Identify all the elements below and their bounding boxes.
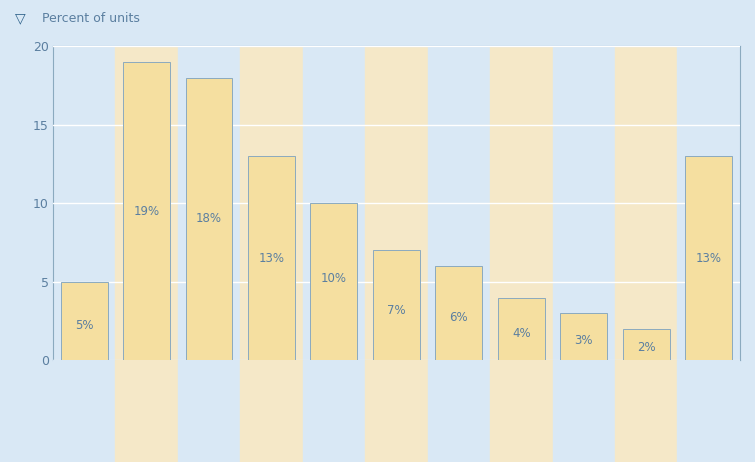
Bar [373,250,420,360]
Bar [686,156,732,360]
Bar [365,360,427,462]
Bar [186,78,233,360]
Bar [240,46,303,360]
Text: ▽: ▽ [15,12,26,25]
Text: 18%: 18% [196,213,222,225]
Text: 3%: 3% [575,334,593,347]
Bar [427,360,490,462]
Bar [303,46,365,360]
Text: Percent of units: Percent of units [42,12,140,24]
Bar [60,282,107,360]
Bar [240,360,303,462]
Text: 6%: 6% [449,311,468,324]
Bar [53,360,116,462]
Text: 5%: 5% [75,318,94,332]
Bar [116,360,177,462]
Bar [498,298,544,360]
Bar [615,360,677,462]
Bar [623,329,670,360]
Bar [436,266,482,360]
Bar [560,313,607,360]
Bar [248,156,295,360]
Bar [490,360,553,462]
Bar [177,46,240,360]
Text: 10%: 10% [321,272,347,285]
Bar [116,46,177,360]
Bar [427,46,490,360]
Bar [310,203,357,360]
X-axis label: Income (in thousands): Income (in thousands) [326,396,467,409]
Bar [123,62,170,360]
Bar [615,46,677,360]
Bar [177,360,240,462]
Text: 4%: 4% [512,328,531,340]
Text: 19%: 19% [134,205,159,218]
Bar [365,46,427,360]
Text: 13%: 13% [695,252,722,265]
Bar [303,360,365,462]
Bar [490,46,553,360]
Bar [677,46,740,360]
Text: 2%: 2% [637,340,655,354]
Bar [677,360,740,462]
Text: 7%: 7% [387,304,405,317]
Bar [553,360,615,462]
Bar [53,46,116,360]
Text: 13%: 13% [258,252,285,265]
Bar [553,46,615,360]
